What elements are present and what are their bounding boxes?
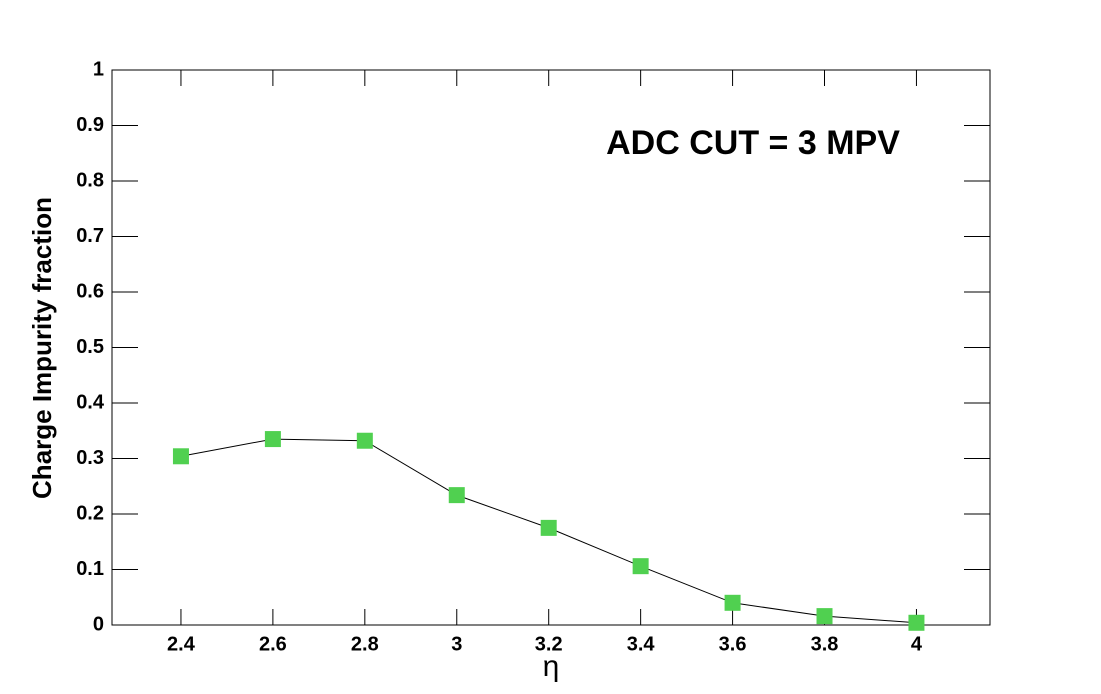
- y-tick-label: 0.1: [76, 558, 104, 580]
- marker: [264, 431, 281, 448]
- marker: [448, 487, 465, 504]
- x-tick-label: 3: [451, 633, 462, 655]
- y-tick-label: 0: [93, 613, 104, 635]
- y-tick-label: 1: [93, 58, 104, 80]
- marker: [540, 519, 557, 536]
- x-tick-label: 2.6: [259, 633, 287, 655]
- y-tick-label: 0.3: [76, 447, 104, 469]
- x-tick-label: 2.8: [351, 633, 379, 655]
- y-tick-label: 0.8: [76, 169, 104, 191]
- x-tick-label: 2.4: [167, 633, 196, 655]
- y-tick-label: 0.2: [76, 502, 104, 524]
- y-axis-label: Charge Impurity fraction: [27, 197, 57, 499]
- marker: [816, 608, 833, 625]
- marker: [724, 594, 741, 611]
- x-axis-label: η: [543, 650, 560, 683]
- marker: [172, 448, 189, 465]
- x-tick-label: 3.4: [627, 633, 656, 655]
- marker: [632, 558, 649, 575]
- y-tick-label: 0.5: [76, 336, 104, 358]
- marker: [356, 432, 373, 449]
- y-tick-label: 0.7: [76, 225, 104, 247]
- x-tick-label: 4: [911, 633, 923, 655]
- y-tick-label: 0.9: [76, 114, 104, 136]
- x-tick-label: 3.2: [535, 633, 563, 655]
- annotation: ADC CUT = 3 MPV: [606, 124, 900, 162]
- marker: [908, 614, 925, 631]
- y-tick-label: 0.4: [76, 391, 105, 413]
- x-tick-label: 3.6: [719, 633, 747, 655]
- y-tick-label: 0.6: [76, 280, 104, 302]
- x-tick-label: 3.8: [811, 633, 839, 655]
